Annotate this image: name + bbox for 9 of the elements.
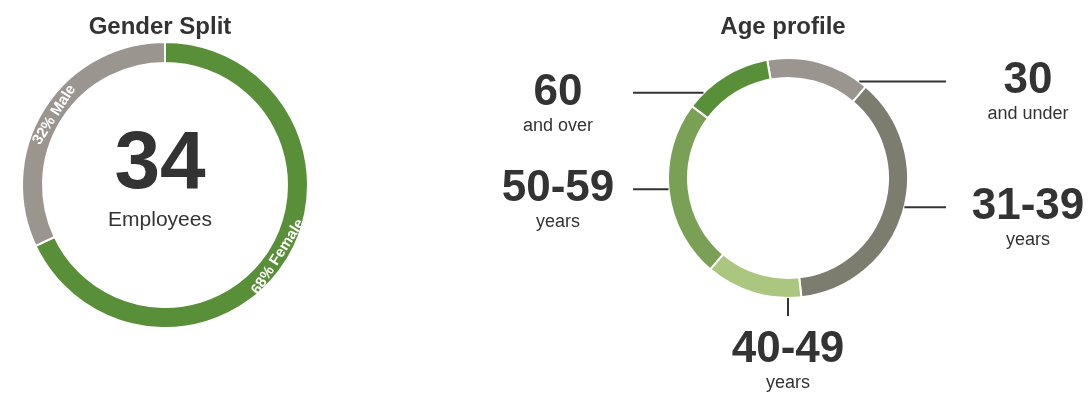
slice-label: 31-39 years bbox=[971, 179, 1085, 250]
text: 34 bbox=[114, 114, 206, 205]
slice-label: 30 and under bbox=[987, 53, 1069, 124]
text: Employees bbox=[108, 207, 212, 230]
chart-title: Age profile bbox=[720, 12, 846, 39]
chart-title: Gender Split bbox=[88, 12, 232, 39]
slice-label: 50-59 years bbox=[501, 161, 615, 232]
slice-label: 60 and over bbox=[522, 64, 594, 135]
slice-label: 40-49 years bbox=[731, 322, 845, 392]
